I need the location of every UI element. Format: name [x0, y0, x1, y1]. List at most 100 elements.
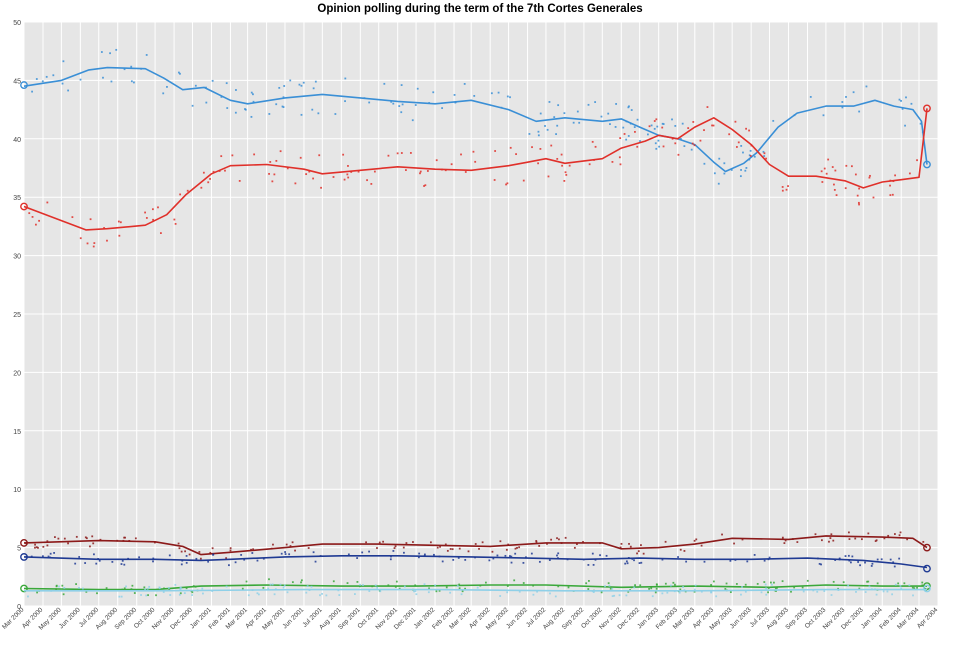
poll-dot [919, 122, 922, 125]
y-tick-label: 15 [13, 429, 21, 436]
poll-dot [561, 164, 563, 167]
series-endpoint-marker [20, 584, 28, 593]
poll-dot [647, 133, 649, 136]
poll-dot [191, 591, 194, 594]
poll-dot [820, 170, 823, 173]
poll-dot [75, 535, 78, 538]
poll-dot [435, 590, 438, 593]
poll-dot [801, 586, 804, 589]
poll-dot [401, 103, 404, 106]
poll-dot [278, 86, 281, 89]
poll-dot [183, 592, 186, 595]
poll-dot [823, 167, 826, 170]
poll-dot [768, 556, 771, 559]
poll-dot [299, 156, 302, 159]
poll-dot [528, 133, 531, 135]
poll-dot [256, 592, 259, 595]
poll-dot [687, 127, 690, 130]
poll-dot [627, 135, 630, 137]
poll-dot [75, 583, 77, 585]
poll-dot [765, 593, 768, 596]
poll-dot [173, 218, 176, 221]
poll-dot [111, 560, 114, 563]
poll-dot [400, 111, 403, 114]
poll-dot [648, 587, 651, 590]
poll-dot [553, 116, 556, 119]
poll-dot [429, 541, 432, 544]
poll-dot [703, 129, 705, 132]
poll-dot [587, 580, 590, 582]
x-tick-label: Jun 2003 [729, 606, 753, 630]
poll-dot [712, 580, 715, 583]
poll-dot [499, 595, 502, 597]
y-tick-label: 35 [13, 195, 21, 202]
poll-dot [656, 125, 659, 128]
poll-dot [550, 144, 553, 147]
poll-dot [115, 48, 118, 51]
poll-dot [608, 584, 611, 587]
poll-dot [400, 84, 403, 86]
poll-dot [312, 177, 315, 180]
poll-dot [699, 139, 702, 142]
poll-dot [98, 559, 101, 562]
poll-dot [152, 560, 154, 563]
poll-dot [765, 157, 767, 160]
poll-dot [320, 186, 322, 189]
poll-dot [209, 551, 212, 554]
poll-dot [169, 594, 172, 596]
poll-dot [905, 96, 907, 99]
poll-dot [185, 561, 188, 564]
poll-dot [650, 587, 653, 590]
poll-dot [627, 590, 630, 593]
poll-dot [291, 541, 294, 544]
poll-dot [587, 564, 590, 566]
poll-dot [365, 541, 367, 544]
series-group [20, 578, 931, 597]
poll-dot [921, 581, 924, 584]
poll-dot [858, 187, 860, 190]
poll-dot [188, 553, 191, 556]
poll-dot [740, 593, 742, 596]
poll-dot [630, 109, 633, 111]
poll-dot [655, 587, 658, 590]
poll-dot [556, 554, 558, 557]
poll-dot [620, 542, 623, 545]
poll-dot [872, 196, 875, 199]
poll-dot [250, 115, 253, 118]
poll-dot [374, 584, 377, 587]
poll-dot [550, 538, 553, 541]
poll-dot [725, 582, 728, 585]
poll-dot [418, 556, 420, 559]
poll-dot [42, 545, 45, 548]
poll-dot [578, 121, 581, 124]
poll-dot [481, 541, 484, 544]
poll-dot [144, 211, 146, 214]
poll-dot [234, 561, 237, 564]
poll-dot [319, 594, 321, 597]
poll-dot [592, 563, 595, 566]
poll-dot [850, 165, 853, 168]
poll-dot [693, 590, 696, 593]
poll-dot [664, 582, 667, 585]
poll-dot [131, 584, 134, 587]
poll-dot [91, 535, 94, 538]
poll-dot [710, 591, 713, 594]
poll-dot [889, 194, 892, 196]
poll-dot [432, 91, 435, 94]
poll-dot [398, 587, 401, 590]
poll-dot [491, 550, 494, 553]
poll-dot [677, 153, 680, 156]
poll-dot [509, 555, 511, 557]
series-endpoint-marker [20, 539, 28, 547]
poll-dot [857, 561, 860, 563]
poll-dot [875, 593, 878, 596]
poll-dot [600, 115, 603, 118]
poll-dot [781, 536, 784, 539]
poll-dot [252, 100, 255, 103]
poll-dot [211, 547, 214, 550]
poll-dot [376, 547, 378, 549]
poll-dot [342, 153, 345, 156]
poll-dot [179, 588, 182, 591]
poll-dot [55, 585, 58, 588]
